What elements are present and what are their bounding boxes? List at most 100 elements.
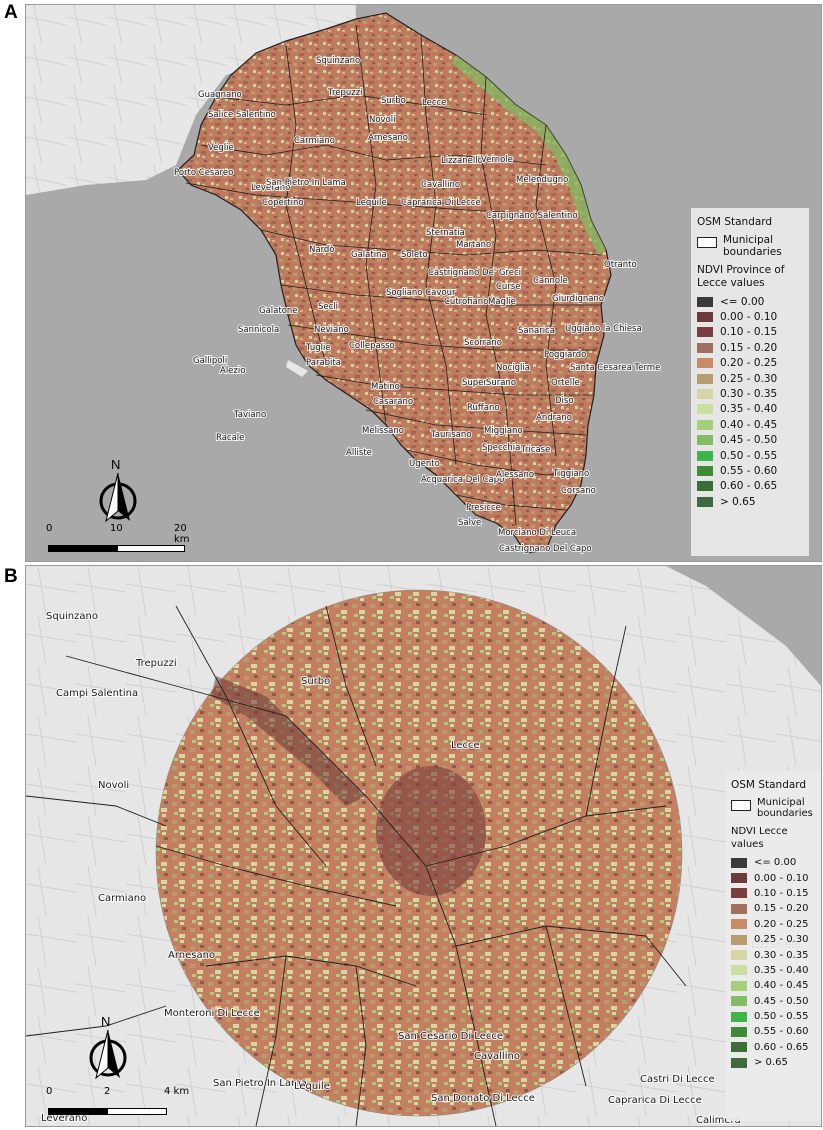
municipality-label: Cannole [533, 276, 568, 286]
north-arrow-label: N [111, 457, 121, 472]
industrial-strip [211, 676, 366, 806]
legend-a: OSM Standard Municipal boundaries NDVI P… [691, 208, 809, 556]
legend-class-label: 0.10 - 0.15 [720, 326, 778, 339]
legend-class-label: 0.00 - 0.10 [754, 872, 809, 884]
legend-class-label: <= 0.00 [720, 295, 765, 308]
legend-swatch [731, 950, 747, 961]
municipality-label: Galatina [351, 250, 387, 260]
municipality-label: Novoli [98, 780, 129, 791]
municipality-label: Campi Salentina [56, 688, 138, 699]
legend-class-row: 0.15 - 0.20 [697, 340, 803, 355]
legend-class-label: 0.60 - 0.65 [754, 1041, 809, 1053]
legend-swatch [697, 296, 713, 307]
legend-class-row: 0.25 - 0.30 [697, 371, 803, 386]
legend-swatch [697, 481, 713, 492]
municipality-label: Nardò [309, 244, 335, 255]
north-arrow: N [96, 457, 140, 527]
municipality-label: Surbo [301, 676, 330, 687]
municipality-label: Andrano [536, 413, 572, 423]
legend-class-label: 0.20 - 0.25 [754, 918, 809, 930]
municipality-label: Specchia [482, 443, 520, 453]
municipality-label: Ugento [409, 459, 440, 469]
urban-core [376, 766, 486, 896]
municipality-label: Vernole [481, 155, 513, 165]
municipality-label: Acquarica Del Capo [421, 475, 504, 485]
legend-classes-b: <= 0.00 0.00 - 0.10 0.10 - 0.15 0.15 - 0.20… [731, 855, 816, 1070]
legend-class-label: 0.55 - 0.60 [720, 464, 778, 477]
scale-tick-0: 0 [46, 523, 53, 534]
legend-class-row: 0.40 - 0.45 [697, 417, 803, 432]
municipality-label: Sannicola [238, 325, 279, 335]
legend-class-label: 0.40 - 0.45 [720, 418, 778, 431]
municipality-label: Squinzano [46, 611, 98, 622]
scale-tick-1: 10 [110, 523, 123, 534]
legend-swatch [731, 1011, 747, 1022]
municipality-label: Arnesano [168, 950, 215, 961]
municipality-label: Matino [371, 382, 400, 392]
province-map[interactable]: Squinzano Guagnano Trepuzzi Surbo Lecce Salic… [26, 5, 821, 561]
municipality-label: Guagnano [198, 90, 242, 100]
legend-class-row: 0.30 - 0.35 [731, 947, 816, 962]
municipality-label: Lequile [356, 198, 387, 208]
legend-swatch [731, 965, 747, 976]
legend-swatch [697, 419, 713, 430]
legend-class-row: 0.45 - 0.50 [731, 994, 816, 1009]
municipality-label: Cavallino [421, 180, 460, 190]
municipality-labels-b: Squinzano Trepuzzi Campi Salentina Surbo Lec… [40, 610, 801, 1126]
municipality-label: Porto Cesareo [174, 168, 233, 178]
scale-tick-2: 20 km [174, 523, 190, 545]
municipality-label: Racale [216, 433, 244, 443]
municipality-label: San Donato Di Lecce [431, 1093, 535, 1104]
municipal-boundaries [185, 24, 602, 526]
legend-class-label: 0.00 - 0.10 [720, 311, 778, 324]
municipality-label: Alliste [346, 448, 372, 458]
legend-class-label: 0.60 - 0.65 [720, 480, 778, 493]
municipality-label: Curse [496, 282, 520, 292]
legend-swatch [697, 342, 713, 353]
municipal-boundaries-b [26, 605, 687, 1126]
panel-a-letter: A [4, 2, 18, 23]
municipality-label: Giurdignano [552, 294, 604, 304]
legend-class-row: 0.10 - 0.15 [697, 325, 803, 340]
scale-tick-b-1: 2 [104, 1086, 111, 1097]
legend-class-label: 0.45 - 0.50 [754, 995, 809, 1007]
municipality-label: Supersano [462, 378, 507, 388]
compass-icon [99, 472, 137, 523]
municipality-label: Ruffano [467, 403, 500, 413]
legend-values-title: NDVI Province of Lecce values [697, 264, 785, 289]
municipality-label: Morciano Di Leuca [498, 528, 576, 538]
legend-class-row: <= 0.00 [731, 855, 816, 870]
municipality-label: Taviano [233, 410, 266, 420]
legend-swatch [697, 327, 713, 338]
municipality-label: Corsano [561, 486, 596, 496]
scale-bar-b: 0 2 4 km [46, 1086, 196, 1116]
municipality-label: Squinzano [316, 56, 360, 66]
municipality-label: Diso [555, 396, 574, 406]
panel-b-map[interactable]: Squinzano Trepuzzi Campi Salentina Surbo Lec… [25, 565, 822, 1127]
legend-swatch [731, 857, 747, 868]
legend-class-label: 0.25 - 0.30 [720, 372, 778, 385]
legend-swatch [731, 873, 747, 884]
legend-class-row: 0.55 - 0.60 [697, 463, 803, 478]
legend-class-row: 0.50 - 0.55 [697, 448, 803, 463]
municipality-label: Presicce [466, 503, 501, 513]
panel-a-map[interactable]: Squinzano Guagnano Trepuzzi Surbo Lecce Salic… [25, 4, 822, 562]
panel-b-letter: B [4, 566, 18, 587]
legend-class-label: 0.40 - 0.45 [754, 980, 809, 992]
municipality-label: San Pietro In Lama [213, 1078, 307, 1089]
scale-bar-white [117, 545, 185, 552]
legend-class-row: 0.15 - 0.20 [731, 901, 816, 916]
legend-class-row: 0.10 - 0.15 [731, 886, 816, 901]
legend-swatch [697, 389, 713, 400]
municipality-label: Tiggiano [552, 469, 589, 479]
municipality-label: Tricase [520, 445, 550, 455]
legend-class-label: 0.55 - 0.60 [754, 1026, 809, 1038]
municipality-label: San Pietro In Lama [266, 178, 346, 188]
legend-boundaries-label-b: Municipal boundaries [757, 797, 813, 819]
legend-class-label: > 0.65 [754, 1057, 788, 1069]
municipality-label: Lecce [451, 740, 480, 751]
legend-class-label: 0.30 - 0.35 [720, 388, 778, 401]
municipality-label: Caprarica Di Lecce [401, 198, 481, 208]
lecce-map[interactable]: Squinzano Trepuzzi Campi Salentina Surbo Lec… [26, 566, 821, 1126]
legend-class-row: 0.60 - 0.65 [697, 479, 803, 494]
